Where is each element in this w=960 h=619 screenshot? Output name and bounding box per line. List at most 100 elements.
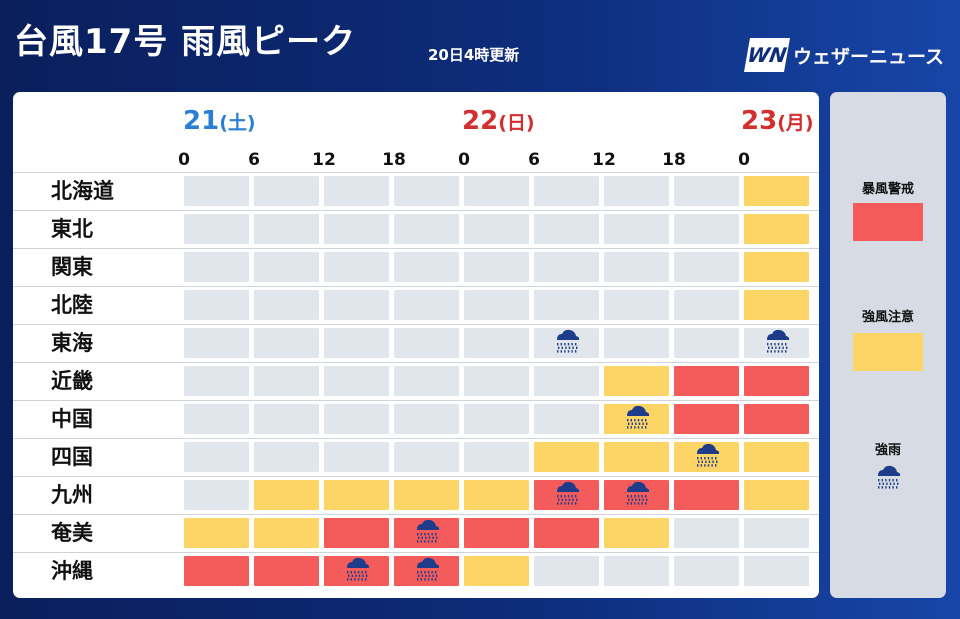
forecast-cell-none (254, 176, 319, 206)
forecast-cell-none (604, 328, 669, 358)
forecast-cell-none (324, 442, 389, 472)
forecast-cell-none (744, 328, 809, 358)
forecast-cell-none (464, 252, 529, 282)
forecast-cell-none (394, 176, 459, 206)
region-row: 沖縄 (13, 552, 819, 590)
forecast-cell-none (254, 214, 319, 244)
forecast-cell-none (184, 214, 249, 244)
forecast-cell-none (254, 404, 319, 434)
region-row: 近畿 (13, 362, 819, 400)
row-divider (13, 552, 819, 553)
forecast-cell-warning (744, 366, 809, 396)
row-divider (13, 438, 819, 439)
forecast-cell-caution (534, 442, 599, 472)
forecast-cell-warning (324, 518, 389, 548)
hour-label: 18 (382, 150, 406, 170)
brand-logo: WN (743, 38, 790, 72)
row-divider (13, 286, 819, 287)
rain-cloud-icon (343, 556, 371, 586)
date-label-2: 23(月) (741, 106, 814, 136)
forecast-cell-none (534, 176, 599, 206)
forecast-cell-caution (324, 480, 389, 510)
forecast-cell-none (674, 252, 739, 282)
forecast-cell-none (534, 252, 599, 282)
forecast-cell-none (324, 328, 389, 358)
forecast-cell-none (254, 252, 319, 282)
forecast-cell-none (394, 290, 459, 320)
rain-cloud-icon (623, 480, 651, 510)
forecast-cell-none (534, 214, 599, 244)
region-name: 東北 (51, 217, 93, 241)
forecast-cell-none (184, 252, 249, 282)
row-divider (13, 172, 819, 173)
forecast-cell-none (534, 290, 599, 320)
hour-label: 0 (178, 150, 190, 170)
forecast-cell-caution (604, 404, 669, 434)
hour-label: 6 (248, 150, 260, 170)
forecast-cell-none (604, 556, 669, 586)
region-row: 九州 (13, 476, 819, 514)
forecast-cell-caution (674, 442, 739, 472)
forecast-cell-warning (324, 556, 389, 586)
row-divider (13, 362, 819, 363)
forecast-cell-none (254, 366, 319, 396)
date-number: 23 (741, 106, 778, 136)
forecast-cell-caution (394, 480, 459, 510)
forecast-cell-warning (394, 518, 459, 548)
legend: 暴風警戒 強風注意 強雨 (830, 92, 946, 598)
forecast-cell-caution (254, 518, 319, 548)
date-number: 21 (183, 106, 220, 136)
rain-cloud-icon (413, 556, 441, 586)
forecast-cell-none (324, 214, 389, 244)
forecast-cell-warning (254, 556, 319, 586)
forecast-cell-none (674, 214, 739, 244)
forecast-grid: 21(土) 22(日) 23(月) 0 6 12 18 0 6 12 18 0 北海道 東北 関東北… (13, 92, 819, 598)
date-day: (土) (219, 112, 256, 134)
forecast-cell-none (744, 518, 809, 548)
region-name: 四国 (51, 445, 93, 469)
region-row: 奄美 (13, 514, 819, 552)
row-divider (13, 514, 819, 515)
forecast-cell-none (324, 176, 389, 206)
forecast-cell-none (604, 176, 669, 206)
region-name: 近畿 (51, 369, 93, 393)
rain-cloud-icon (553, 480, 581, 510)
forecast-cell-none (464, 176, 529, 206)
forecast-cell-warning (464, 518, 529, 548)
forecast-cell-none (674, 518, 739, 548)
hour-label: 0 (458, 150, 470, 170)
update-time: 20日4時更新 (428, 46, 520, 64)
region-row: 北海道 (13, 172, 819, 210)
forecast-cell-warning (744, 404, 809, 434)
forecast-cell-warning (604, 480, 669, 510)
date-day: (日) (498, 112, 535, 134)
forecast-cell-caution (604, 442, 669, 472)
forecast-cell-none (604, 252, 669, 282)
forecast-cell-none (674, 556, 739, 586)
forecast-cell-caution (744, 480, 809, 510)
forecast-cell-none (534, 556, 599, 586)
forecast-cell-none (464, 290, 529, 320)
forecast-cell-none (534, 328, 599, 358)
forecast-cell-none (254, 290, 319, 320)
forecast-cell-warning (394, 556, 459, 586)
forecast-cell-caution (604, 518, 669, 548)
forecast-cell-none (184, 366, 249, 396)
forecast-cell-none (324, 366, 389, 396)
legend-rain-label: 強雨 (874, 443, 901, 458)
forecast-cell-none (394, 328, 459, 358)
rain-cloud-icon (413, 518, 441, 548)
forecast-cell-none (184, 404, 249, 434)
legend-caution-label: 強風注意 (861, 310, 914, 325)
forecast-cell-none (324, 290, 389, 320)
page-title: 台風17号 雨風ピーク (14, 22, 357, 62)
forecast-cell-none (184, 480, 249, 510)
forecast-cell-none (394, 252, 459, 282)
forecast-cell-none (674, 176, 739, 206)
region-name: 北海道 (51, 179, 114, 203)
region-row: 東海 (13, 324, 819, 362)
region-row: 北陸 (13, 286, 819, 324)
forecast-cell-caution (744, 442, 809, 472)
forecast-cell-none (394, 366, 459, 396)
date-day: (月) (777, 112, 814, 134)
